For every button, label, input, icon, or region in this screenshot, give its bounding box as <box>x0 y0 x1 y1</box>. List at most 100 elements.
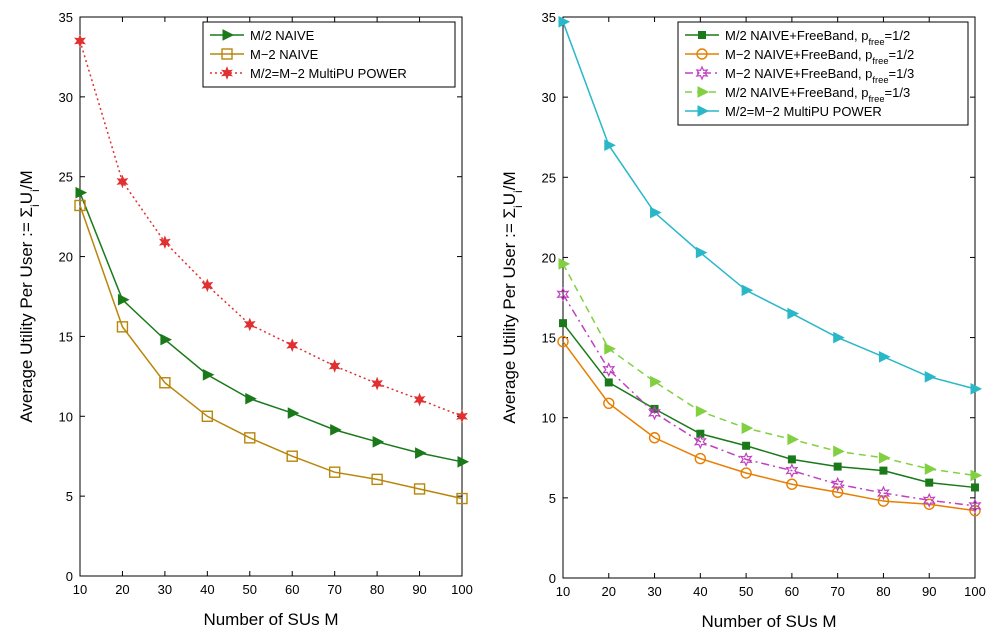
data-point <box>160 333 173 346</box>
legend-swatch-marker <box>697 105 710 117</box>
legend-swatch-marker <box>221 48 233 60</box>
data-point <box>558 258 571 270</box>
legend-swatch-marker <box>222 29 235 41</box>
y-axis-label: Average Utility Per User := ΣiUi/M <box>500 171 525 423</box>
text-run: =1/2 <box>885 28 911 43</box>
data-point <box>602 362 616 378</box>
series-3 <box>74 34 468 424</box>
data-point <box>742 441 751 450</box>
y-tick-label: 35 <box>542 10 556 25</box>
series-line <box>562 293 976 507</box>
data-point <box>287 407 300 419</box>
series-line <box>562 263 976 477</box>
data-point <box>559 319 567 328</box>
data-point <box>831 476 845 492</box>
series-line <box>562 21 976 390</box>
legend-swatch-marker <box>695 65 709 81</box>
data-point <box>878 350 891 363</box>
data-point <box>413 483 426 495</box>
subscript-text: i <box>28 204 42 207</box>
y-tick-label: 25 <box>59 170 73 185</box>
data-point <box>74 199 86 212</box>
data-point <box>456 409 468 424</box>
data-point <box>785 463 799 479</box>
data-point <box>371 376 384 391</box>
x-tick-label: 10 <box>73 582 87 597</box>
text-run: M−2 NAIVE+FreeBand, p <box>725 66 872 81</box>
legend-label: M/2 NAIVE <box>250 28 315 43</box>
subscript-text: free <box>868 94 884 104</box>
data-point <box>159 377 171 389</box>
legend: M/2 NAIVE+FreeBand, pfree=1/2M−2 NAIVE+F… <box>677 21 969 126</box>
x-tick-label: 70 <box>327 582 341 597</box>
legend-swatch-marker <box>698 31 706 39</box>
text-run: M/2 NAIVE+FreeBand, p <box>725 28 868 43</box>
data-point <box>831 486 844 498</box>
data-point <box>922 492 936 508</box>
text-run: M−2 NAIVE <box>250 47 319 62</box>
data-point <box>924 463 937 475</box>
data-point <box>695 246 708 259</box>
y-tick-label: 20 <box>59 250 73 265</box>
data-point <box>787 455 796 464</box>
y-axis-label: Average Utility Per User := ΣiUi/M <box>17 170 42 422</box>
text-run: M/2 NAIVE <box>250 28 315 43</box>
text-run: =1/2 <box>889 47 915 62</box>
data-point <box>243 317 256 332</box>
x-axis-label: Number of SUs M <box>203 610 338 629</box>
data-point <box>328 359 341 373</box>
data-point <box>415 447 427 459</box>
data-point <box>330 424 342 436</box>
data-point <box>739 451 753 467</box>
legend: M/2 NAIVE M−2 NAIVE M/2=M−2 MultiPU POWER <box>202 21 456 88</box>
data-point <box>833 331 845 344</box>
legend-swatch-marker <box>221 66 233 80</box>
subscript-text: free <box>872 75 888 85</box>
legend-label: M−2 NAIVE <box>250 47 319 62</box>
text-run: M−2 NAIVE+FreeBand, p <box>725 47 872 62</box>
text-run: Average Utility Per User := Σ <box>17 207 36 423</box>
data-point <box>787 307 800 320</box>
data-point <box>970 383 983 395</box>
legend-swatch-marker <box>697 86 710 98</box>
data-point <box>245 392 257 405</box>
text-run: /M <box>500 171 519 190</box>
series-3 <box>556 286 982 514</box>
legend-label: M−2 NAIVE+FreeBand, pfree=1/3 <box>725 66 914 85</box>
legend-box <box>677 21 969 126</box>
data-point <box>158 235 171 250</box>
data-point <box>650 206 662 219</box>
data-point <box>741 284 754 297</box>
text-run: U <box>17 192 36 204</box>
subscript-text: free <box>872 56 888 66</box>
data-point <box>202 368 215 381</box>
data-point <box>787 433 800 446</box>
data-point <box>116 321 129 333</box>
data-point <box>117 293 130 306</box>
y-tick-label: 5 <box>549 491 556 506</box>
data-point <box>74 34 86 48</box>
data-point <box>833 462 842 471</box>
series-1 <box>75 186 470 468</box>
legend-swatch-marker <box>696 48 708 60</box>
x-tick-label: 20 <box>602 584 616 599</box>
data-point <box>968 498 982 514</box>
data-point <box>75 186 88 199</box>
data-point <box>201 410 214 422</box>
chart-panel-1: 10 20 30 40 50 60 70 80 90 100 0 5 10 15 20 25 30 35 Numbe… <box>17 10 473 629</box>
data-point <box>970 469 983 482</box>
series-line <box>79 192 463 463</box>
data-point <box>457 455 470 468</box>
data-point <box>924 371 937 383</box>
series-line <box>79 205 463 500</box>
y-tick-label: 35 <box>59 10 73 25</box>
data-point <box>923 498 935 510</box>
y-tick-label: 15 <box>59 329 73 344</box>
data-point <box>971 483 979 492</box>
y-tick-label: 5 <box>66 489 73 504</box>
text-run: M/2=M−2 MultiPU POWER <box>250 66 407 81</box>
data-point <box>833 445 845 458</box>
x-tick-label: 90 <box>922 584 936 599</box>
legend-label: M/2=M−2 MultiPU POWER <box>725 104 882 119</box>
